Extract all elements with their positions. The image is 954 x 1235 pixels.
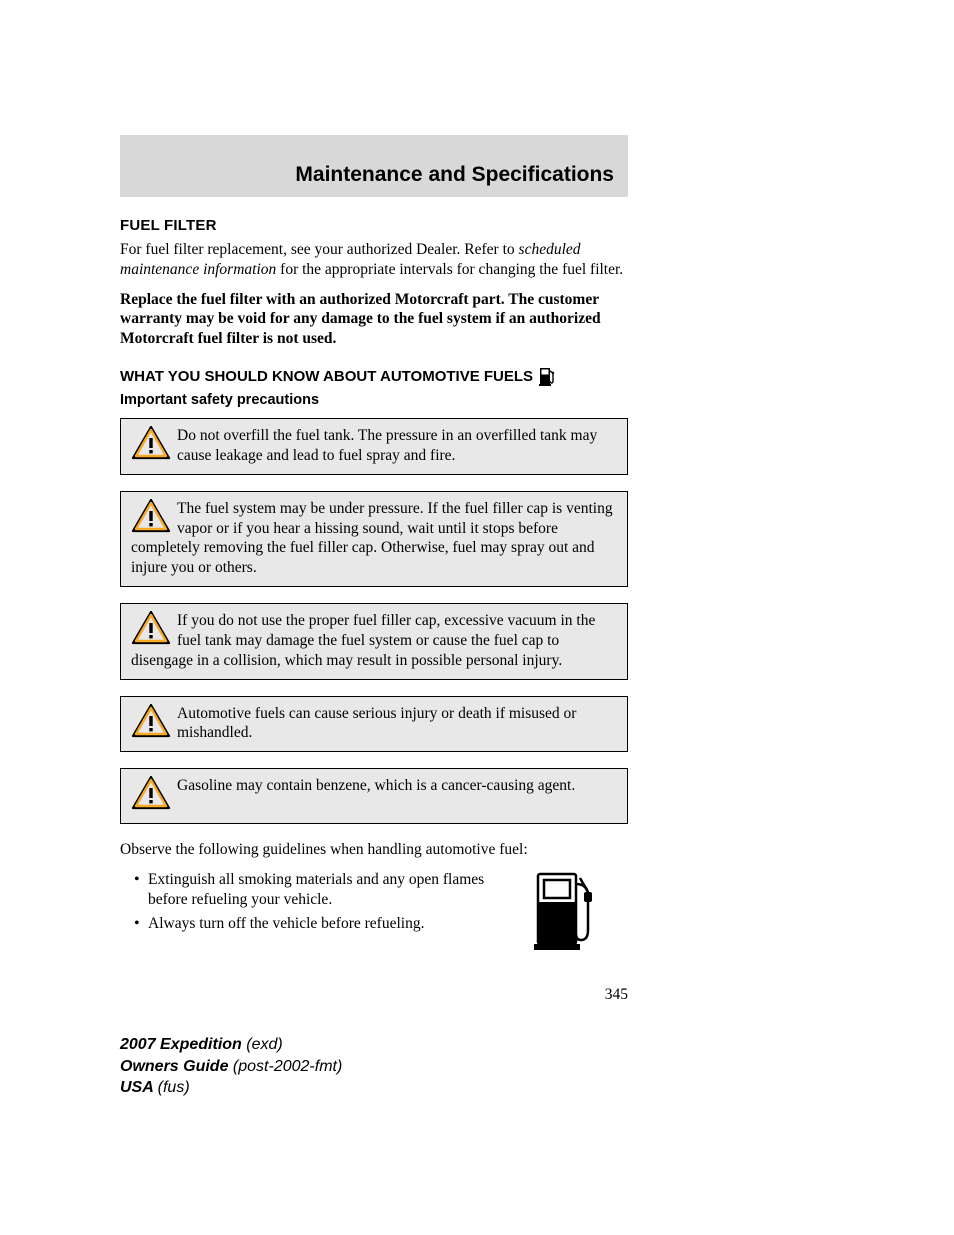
- fuel-filter-heading: FUEL FILTER: [120, 217, 628, 234]
- text: for the appropriate intervals for changi…: [276, 261, 623, 278]
- page-content: Maintenance and Specifications FUEL FILT…: [120, 135, 628, 1004]
- warning-icon: [131, 499, 171, 533]
- footer-bold: Owners Guide: [120, 1058, 233, 1075]
- warning-text: Gasoline may contain benzene, which is a…: [177, 777, 575, 794]
- footer-bold: USA: [120, 1079, 158, 1096]
- warning-box: Do not overfill the fuel tank. The press…: [120, 418, 628, 475]
- warning-box: The fuel system may be under pressure. I…: [120, 491, 628, 587]
- footer-light: (exd): [246, 1036, 282, 1053]
- warning-icon: [131, 776, 171, 810]
- list-item: Extinguish all smoking materials and any…: [134, 870, 488, 910]
- footer-light: (post-2002-fmt): [233, 1058, 342, 1075]
- fuels-heading: WHAT YOU SHOULD KNOW ABOUT AUTOMOTIVE FU…: [120, 367, 628, 386]
- footer-bold: 2007 Expedition: [120, 1036, 246, 1053]
- text: For fuel filter replacement, see your au…: [120, 241, 519, 258]
- footer-light: (fus): [158, 1079, 190, 1096]
- footer-line-3: USA (fus): [120, 1077, 342, 1099]
- footer-line-1: 2007 Expedition (exd): [120, 1034, 342, 1056]
- fuel-pump-illustration: [508, 870, 628, 952]
- warning-icon: [131, 611, 171, 645]
- guidelines-list-col: Extinguish all smoking materials and any…: [120, 870, 488, 937]
- fuel-pump-icon: [539, 367, 556, 386]
- warning-icon: [131, 704, 171, 738]
- guidelines-row: Extinguish all smoking materials and any…: [120, 870, 628, 952]
- heading-text: WHAT YOU SHOULD KNOW ABOUT AUTOMOTIVE FU…: [120, 368, 533, 385]
- warning-box: If you do not use the proper fuel filler…: [120, 603, 628, 679]
- fuel-filter-p2-bold: Replace the fuel filter with an authoriz…: [120, 290, 628, 349]
- warning-box: Gasoline may contain benzene, which is a…: [120, 768, 628, 824]
- list-item: Always turn off the vehicle before refue…: [134, 914, 488, 934]
- footer-line-2: Owners Guide (post-2002-fmt): [120, 1056, 342, 1078]
- section-title: Maintenance and Specifications: [295, 163, 614, 187]
- page-number: 345: [120, 986, 628, 1004]
- fuel-pump-large-icon: [534, 870, 602, 952]
- fuel-filter-p1: For fuel filter replacement, see your au…: [120, 240, 628, 280]
- guidelines-intro: Observe the following guidelines when ha…: [120, 840, 628, 860]
- warning-icon: [131, 426, 171, 460]
- safety-precautions-heading: Important safety precautions: [120, 392, 628, 408]
- warning-text: Do not overfill the fuel tank. The press…: [177, 427, 597, 464]
- warning-box: Automotive fuels can cause serious injur…: [120, 696, 628, 753]
- guidelines-list: Extinguish all smoking materials and any…: [120, 870, 488, 933]
- warning-text: The fuel system may be under pressure. I…: [131, 500, 613, 576]
- warning-text: If you do not use the proper fuel filler…: [131, 612, 595, 669]
- section-header-bar: Maintenance and Specifications: [120, 135, 628, 197]
- footer: 2007 Expedition (exd) Owners Guide (post…: [120, 1034, 342, 1099]
- warning-text: Automotive fuels can cause serious injur…: [177, 705, 576, 742]
